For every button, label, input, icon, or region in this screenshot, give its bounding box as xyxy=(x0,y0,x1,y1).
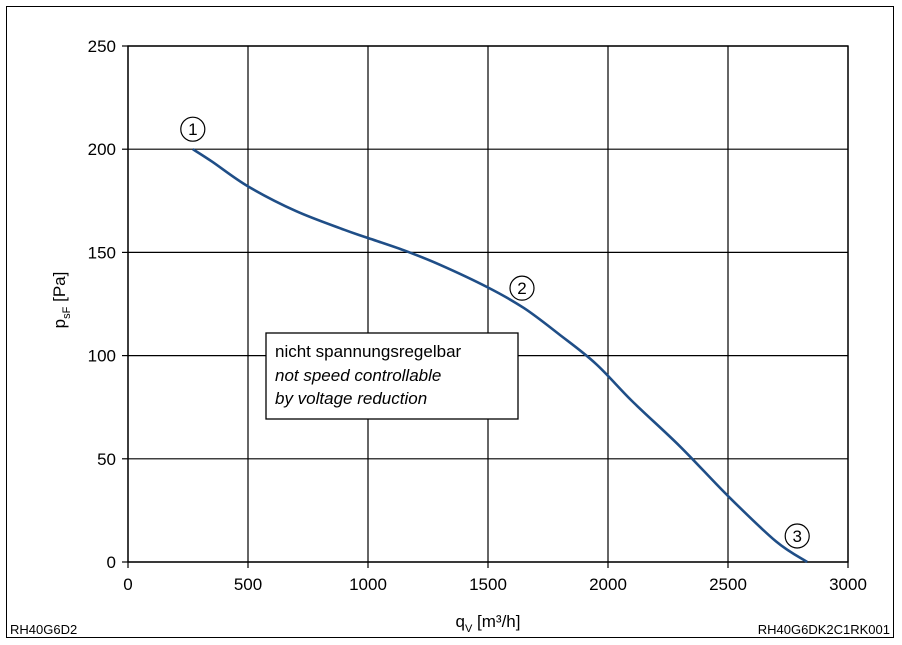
x-tick-label: 0 xyxy=(123,575,132,594)
annotation-line-2: not speed controllable xyxy=(275,366,441,385)
x-axis-ticks: 0 500 1000 1500 2000 2500 3000 xyxy=(123,562,867,594)
y-tick-label: 50 xyxy=(97,450,116,469)
y-tick-label: 0 xyxy=(107,553,116,572)
svg-text:3: 3 xyxy=(792,527,801,546)
y-tick-label: 250 xyxy=(88,37,116,56)
x-tick-label: 500 xyxy=(234,575,262,594)
svg-text:2: 2 xyxy=(517,279,526,298)
annotation-box: nicht spannungsregelbar not speed contro… xyxy=(265,332,519,420)
series-line xyxy=(192,148,808,564)
annotation-line-3: by voltage reduction xyxy=(275,389,427,408)
y-tick-label: 100 xyxy=(88,347,116,366)
y-axis-label: psF [Pa] xyxy=(50,272,73,329)
y-tick-label: 150 xyxy=(88,243,116,262)
operating-point-3-marker: 3 xyxy=(784,523,810,549)
footer-right-code: RH40G6DK2C1RK001 xyxy=(757,622,890,637)
operating-point-1-marker: 1 xyxy=(180,116,206,142)
figure-frame xyxy=(6,6,894,638)
x-tick-label: 2500 xyxy=(709,575,747,594)
x-tick-label: 1500 xyxy=(469,575,507,594)
svg-text:1: 1 xyxy=(188,120,197,139)
footer-left-code: RH40G6D2 xyxy=(10,622,78,637)
x-tick-label: 1000 xyxy=(349,575,387,594)
grid xyxy=(127,45,849,563)
annotation-line-1: nicht spannungsregelbar xyxy=(275,342,462,361)
x-tick-label: 2000 xyxy=(589,575,627,594)
annotation-frame xyxy=(265,332,519,420)
y-axis-ticks: 0 50 100 150 200 250 xyxy=(88,37,128,572)
x-axis-label: qV [m³/h] xyxy=(456,612,521,635)
y-tick-label: 200 xyxy=(88,140,116,159)
x-tick-label: 3000 xyxy=(829,575,867,594)
operating-point-markers: 1 2 3 xyxy=(180,116,810,549)
operating-point-2-marker: 2 xyxy=(509,275,535,301)
